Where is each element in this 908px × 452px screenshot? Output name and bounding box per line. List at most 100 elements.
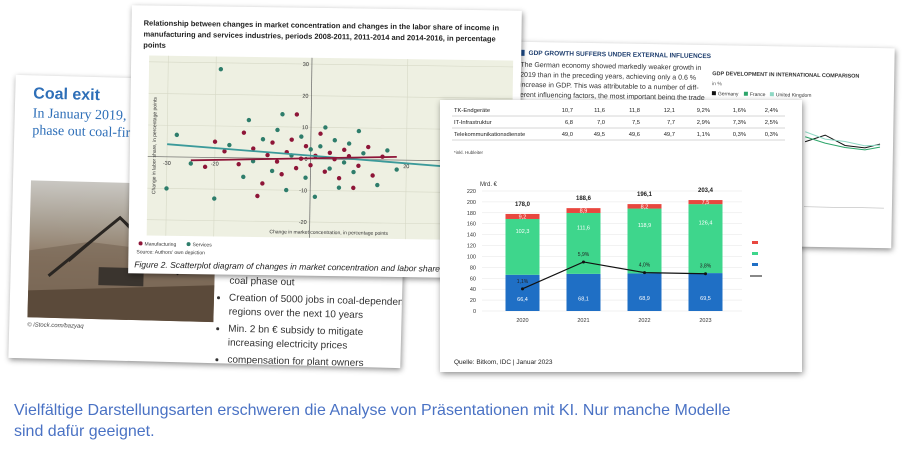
scatter-point <box>227 142 232 148</box>
legend-swatch <box>752 252 758 255</box>
bullet: Min. 2 bn € subsidy to mitigate increasi… <box>228 323 408 356</box>
source: Source: Authors' own depiction <box>136 249 205 256</box>
bullet: Creation of 5000 jobs in coal-dependent … <box>228 292 407 325</box>
table-cell: 9,2% <box>697 108 710 114</box>
bar-value-label: 8,9 <box>580 209 588 215</box>
bar-page: TK-Endgeräte 10,7 11,6 11,8 12,1 9,2% 1,6% 2,4%… <box>452 108 785 366</box>
footnote: *inkl. Hubleiter <box>454 150 484 155</box>
y-tick-label: 180 <box>467 211 476 217</box>
bar-segment <box>688 273 723 311</box>
scatter-point <box>212 196 217 201</box>
bar-segment <box>627 273 662 311</box>
y-tick-label: 200 <box>467 200 476 206</box>
legend-swatch <box>752 241 758 244</box>
bar-segment <box>505 274 540 311</box>
bar-segment <box>505 218 540 275</box>
scatter-point <box>342 147 347 153</box>
y-tick-label: -20 <box>299 220 307 226</box>
grid-line <box>165 55 169 236</box>
scatter-point <box>260 181 265 186</box>
subtitle-line: phase out coal-fire <box>32 123 137 142</box>
grid-line <box>149 61 514 68</box>
total-label: 196,1 <box>637 192 653 198</box>
bar-segment <box>688 200 723 205</box>
y-axis-label: Change in labor share, in percentage poi… <box>151 97 158 195</box>
total-label: 203,4 <box>698 188 714 194</box>
bar-value-label: 8,2 <box>641 204 649 210</box>
bar-value-label: 126,4 <box>699 221 713 227</box>
table-cell: 49,5 <box>594 132 605 138</box>
bar-value-label: 68,1 <box>578 296 589 302</box>
x-tick-label: 2022 <box>638 318 650 324</box>
slide-subtitle: In January 2019, G phase out coal-fire <box>32 105 140 142</box>
scatter-point <box>322 169 327 174</box>
scatter-point <box>251 146 256 151</box>
table-cell: 10,7 <box>562 108 573 114</box>
scatter-point <box>284 187 289 193</box>
scatter-point <box>356 163 361 169</box>
growth-point <box>521 287 524 291</box>
bar-value-label: 68,9 <box>639 296 650 302</box>
growth-line <box>522 261 706 290</box>
legend-label: United Kingdom <box>776 92 812 99</box>
x-tick-label: 2023 <box>699 318 711 324</box>
x-tick-label: -30 <box>163 161 171 167</box>
x-axis-label: Change in market concentration, in perce… <box>269 229 388 237</box>
table-cell: 6,8 <box>565 120 573 126</box>
scatter-point <box>366 144 371 150</box>
y-tick-label: 140 <box>467 233 476 239</box>
bar-segment <box>688 204 723 274</box>
scatter-point <box>332 138 338 143</box>
y-tick-label: 220 <box>467 189 476 195</box>
scatter-point <box>218 66 224 72</box>
scatter-point <box>351 169 356 175</box>
gdp-chart-title: GDP DEVELOPMENT IN INTERNATIONAL COMPARI… <box>712 71 859 80</box>
scatter-point <box>356 128 362 134</box>
scatter-point <box>336 176 342 181</box>
bar-value-label: 111,6 <box>577 225 590 231</box>
scatter-point <box>265 152 270 158</box>
scatter-point <box>327 150 333 156</box>
y-tick-label: 120 <box>467 244 476 250</box>
scatter-point <box>375 182 380 188</box>
table-cell: 11,8 <box>629 108 640 114</box>
table-cell: 1,1% <box>697 132 710 138</box>
scatter-point <box>336 185 342 190</box>
table-cell: 0,3% <box>733 132 746 138</box>
y-tick-label: 100 <box>467 254 476 260</box>
scatter-point <box>303 143 309 149</box>
scatter-point <box>275 127 280 133</box>
growth-label: 5,9% <box>578 252 590 258</box>
table-cell: 11,6 <box>594 108 605 114</box>
scatter-point <box>241 174 246 180</box>
legend-label: Manufacturing <box>145 241 177 247</box>
legend-label: France <box>750 92 766 98</box>
gdp-lines <box>804 131 881 151</box>
table-cell: 49,0 <box>562 132 573 138</box>
gdp-chart-unit: in % <box>712 81 722 87</box>
scatter-card: Relationship between changes in market c… <box>128 5 522 279</box>
plot-area <box>146 55 514 241</box>
scatter-point <box>370 173 375 178</box>
y-tick-label: 80 <box>470 265 476 271</box>
scatter-point <box>341 160 347 165</box>
scatter-point <box>312 194 318 200</box>
scatter-chart: 30 20 10 0 -10 -20 -30 -20 20 Change in market co… <box>136 55 514 256</box>
legend-marker <box>186 242 191 247</box>
caption-line: Vielfältige Darstellungsarten erschweren… <box>14 402 731 419</box>
scatter-point <box>260 137 266 142</box>
gdp-card: GDP GROWTH SUFFERS UNDER EXTERNAL INFLUE… <box>513 41 895 249</box>
scatter-point <box>327 166 332 171</box>
total-label: 188,6 <box>576 196 592 202</box>
table-cell: TK-Endgeräte <box>454 108 490 114</box>
bar-value-label: 7,5 <box>702 200 710 206</box>
scatter-point <box>293 165 299 171</box>
growth-label: 4,0% <box>639 263 651 269</box>
scatter-point <box>269 168 275 174</box>
scatter-point <box>274 159 280 164</box>
legend-label: Germany <box>718 91 739 97</box>
table-cell: 12,1 <box>664 108 675 114</box>
scatter-point <box>246 117 252 123</box>
table-cell: 1,6% <box>733 108 746 114</box>
